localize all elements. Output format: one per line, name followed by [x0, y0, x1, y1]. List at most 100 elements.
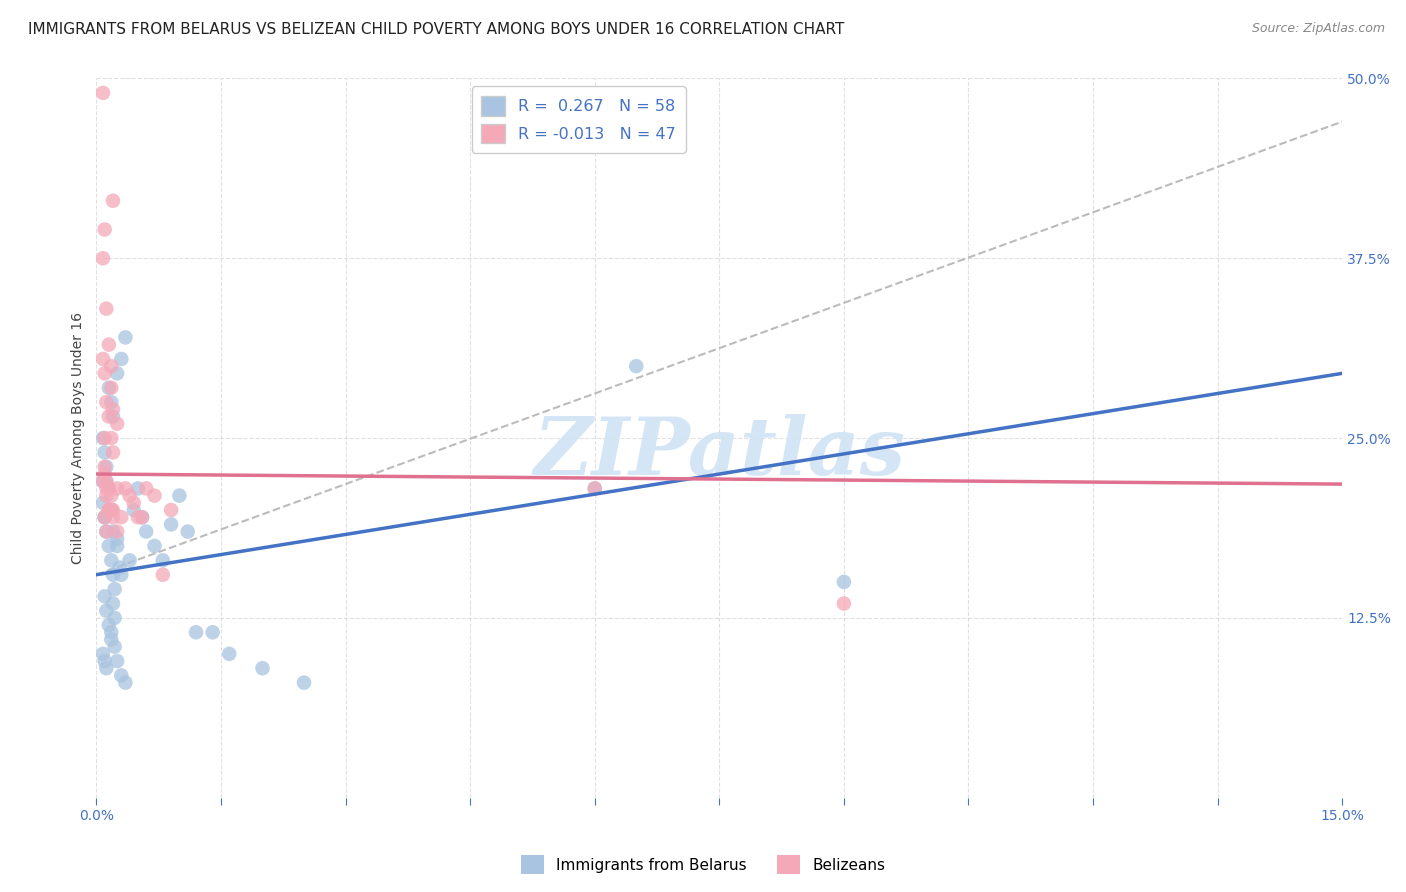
Point: [152, 567, 174, 582]
Point: [91, 474, 114, 488]
Legend: R =  0.267   N = 58, R = -0.013   N = 47: R = 0.267 N = 58, R = -0.013 N = 47: [472, 87, 686, 153]
Point: [105, 482, 128, 496]
Point: [93, 510, 115, 524]
Point: [96, 524, 118, 539]
Point: [143, 489, 166, 503]
Point: [100, 625, 122, 640]
Point: [104, 640, 127, 654]
Point: [100, 632, 122, 647]
Point: [101, 402, 124, 417]
Point: [101, 567, 124, 582]
Point: [96, 474, 118, 488]
Point: [105, 539, 128, 553]
Point: [105, 654, 128, 668]
Point: [91, 252, 114, 266]
Point: [118, 553, 141, 567]
Point: [101, 194, 124, 208]
Text: ZIPatlas: ZIPatlas: [533, 414, 905, 491]
Point: [91, 496, 114, 510]
Point: [184, 625, 207, 640]
Point: [127, 482, 149, 496]
Point: [100, 489, 122, 503]
Point: [101, 409, 124, 424]
Point: [131, 510, 153, 524]
Point: [93, 367, 115, 381]
Point: [97, 482, 120, 496]
Point: [97, 337, 120, 351]
Point: [177, 524, 200, 539]
Point: [114, 330, 136, 344]
Point: [105, 532, 128, 546]
Point: [122, 503, 145, 517]
Point: [832, 597, 855, 611]
Point: [91, 474, 114, 488]
Point: [93, 459, 115, 474]
Point: [96, 474, 118, 488]
Point: [110, 668, 132, 682]
Point: [105, 367, 128, 381]
Point: [91, 647, 114, 661]
Point: [626, 359, 648, 373]
Point: [160, 503, 183, 517]
Point: [583, 482, 606, 496]
Point: [122, 496, 145, 510]
Point: [97, 503, 120, 517]
Point: [96, 489, 118, 503]
Point: [100, 503, 122, 517]
Point: [118, 489, 141, 503]
Point: [91, 86, 114, 100]
Text: IMMIGRANTS FROM BELARUS VS BELIZEAN CHILD POVERTY AMONG BOYS UNDER 16 CORRELATIO: IMMIGRANTS FROM BELARUS VS BELIZEAN CHIL…: [28, 22, 845, 37]
Point: [114, 675, 136, 690]
Point: [96, 524, 118, 539]
Point: [104, 611, 127, 625]
Point: [110, 567, 132, 582]
Point: [96, 459, 118, 474]
Point: [218, 647, 240, 661]
Point: [100, 553, 122, 567]
Point: [101, 524, 124, 539]
Y-axis label: Child Poverty Among Boys Under 16: Child Poverty Among Boys Under 16: [72, 312, 86, 564]
Point: [93, 510, 115, 524]
Point: [127, 510, 149, 524]
Point: [114, 482, 136, 496]
Point: [110, 510, 132, 524]
Point: [583, 482, 606, 496]
Point: [93, 654, 115, 668]
Text: Source: ZipAtlas.com: Source: ZipAtlas.com: [1251, 22, 1385, 36]
Point: [152, 553, 174, 567]
Point: [201, 625, 224, 640]
Point: [97, 482, 120, 496]
Point: [100, 381, 122, 395]
Point: [135, 482, 157, 496]
Point: [93, 510, 115, 524]
Point: [91, 351, 114, 366]
Point: [252, 661, 274, 675]
Point: [97, 409, 120, 424]
Point: [97, 503, 120, 517]
Point: [100, 431, 122, 445]
Point: [832, 574, 855, 589]
Point: [101, 597, 124, 611]
Point: [93, 445, 115, 459]
Point: [97, 503, 120, 517]
Point: [101, 510, 124, 524]
Point: [101, 503, 124, 517]
Point: [93, 589, 115, 603]
Point: [93, 467, 115, 481]
Point: [97, 618, 120, 632]
Point: [101, 445, 124, 459]
Point: [97, 539, 120, 553]
Point: [105, 417, 128, 431]
Point: [135, 524, 157, 539]
Point: [110, 351, 132, 366]
Point: [100, 395, 122, 409]
Legend: Immigrants from Belarus, Belizeans: Immigrants from Belarus, Belizeans: [515, 849, 891, 880]
Point: [93, 431, 115, 445]
Point: [169, 489, 191, 503]
Point: [100, 503, 122, 517]
Point: [96, 395, 118, 409]
Point: [143, 539, 166, 553]
Point: [100, 359, 122, 373]
Point: [105, 524, 128, 539]
Point: [96, 661, 118, 675]
